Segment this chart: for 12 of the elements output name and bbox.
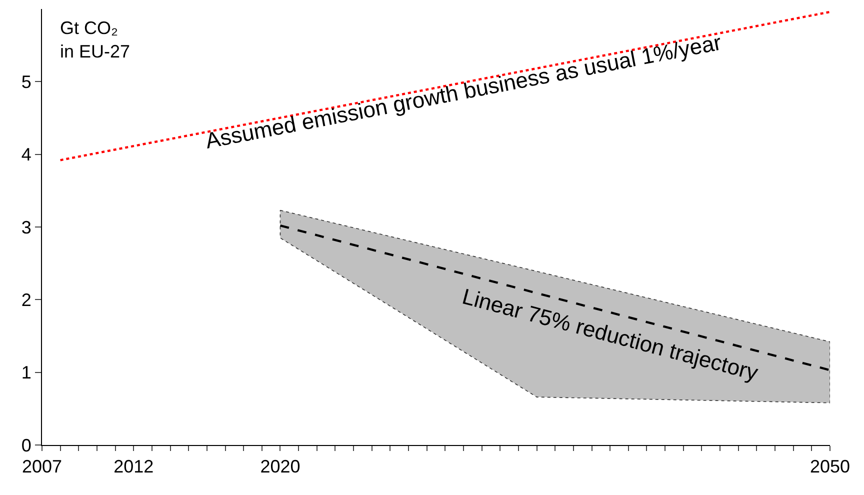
- y-tick-label: 2: [21, 290, 32, 310]
- x-tick-label: 2020: [260, 456, 300, 477]
- annotation: Assumed emission growth business as usual 1%/year: [203, 30, 724, 154]
- y-tick-label: 3: [21, 217, 32, 238]
- x-tick-label: 2050: [810, 456, 850, 477]
- y-tick-label: 5: [21, 72, 32, 92]
- y-tick-label: 1: [21, 362, 32, 383]
- y-axis-title: Gt CO₂ in EU-27: [60, 18, 130, 62]
- x-tick-label: 2012: [114, 456, 154, 477]
- x-tick-label: 2007: [22, 456, 62, 477]
- y-tick-label: 0: [21, 435, 32, 456]
- y-tick-label: 4: [21, 144, 32, 165]
